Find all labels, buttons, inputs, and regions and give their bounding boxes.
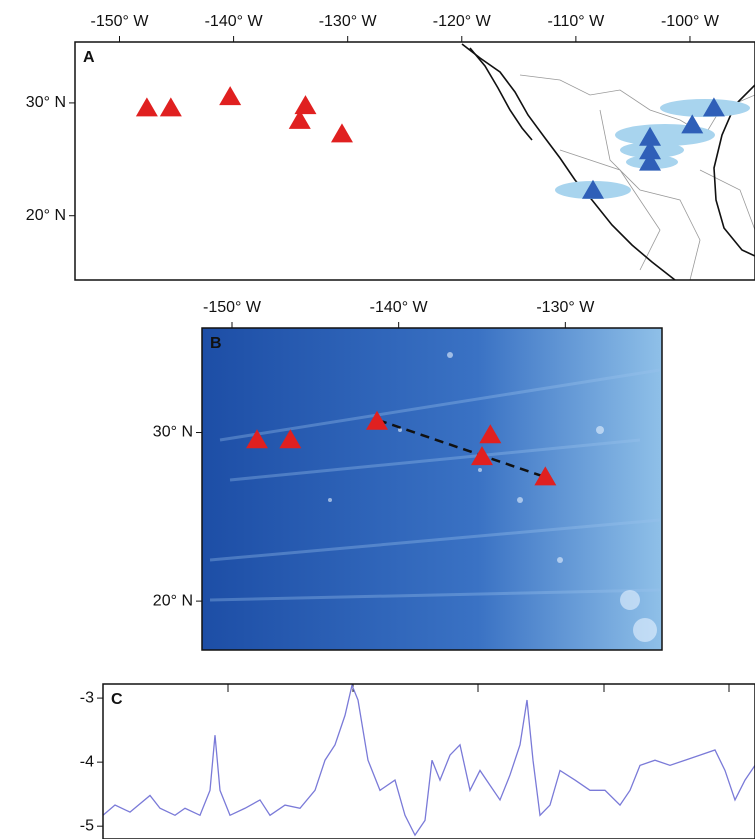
trace [102,683,755,837]
marker [288,109,311,129]
x-tick-label: -120° W [433,13,492,30]
marker [330,123,353,143]
y-tick-label: 20° N [153,592,193,609]
marker [639,151,662,171]
marker [479,424,502,444]
x-tick-label: -100° W [661,13,720,30]
x-tick-label: -130° W [536,299,595,316]
c-x-ticks [227,684,730,692]
marker [639,126,662,146]
marker [702,97,725,117]
satellite-image [202,328,662,650]
marker [294,95,317,115]
panel-label: B [210,335,222,352]
marker [246,429,268,449]
marker [219,86,242,106]
y-tick-label: -3 [80,689,94,706]
marker [159,97,182,117]
panel-label: C [111,691,123,708]
x-tick-label: -130° W [319,13,378,30]
x-tick-label: -110° W [547,13,605,30]
x-tick-label: -150° W [203,299,262,316]
marker [366,410,388,430]
panel-frame [201,327,663,651]
map-base [461,43,755,280]
y-tick-label: -5 [80,817,94,834]
x-tick-label: -150° W [91,13,150,30]
panel-frame [102,683,755,839]
panel-frame [74,41,755,281]
marker [681,114,704,134]
x-tick-label: -140° W [205,13,264,30]
panel-label: A [83,49,95,66]
x-tick-label: -140° W [370,299,429,316]
y-tick-label: 20° N [26,207,66,224]
marker [279,429,302,449]
y-tick-label: 30° N [26,94,66,111]
marker [471,446,493,466]
marker [581,179,604,199]
marker [534,466,557,486]
marker [639,140,662,160]
y-tick-label: 30° N [153,424,193,441]
y-tick-label: -4 [80,753,94,770]
marker [135,97,158,117]
